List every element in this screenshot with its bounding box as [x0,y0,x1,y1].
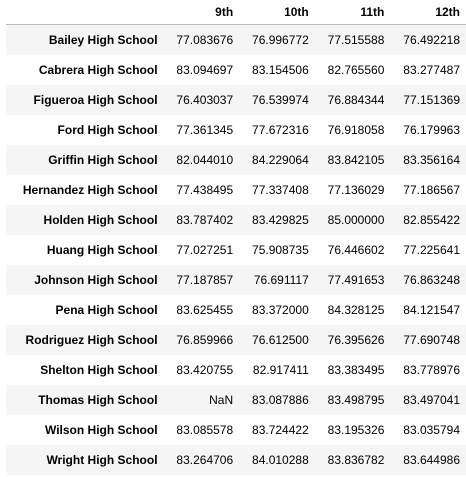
cell-9th: 83.085578 [176,422,234,437]
cell-10th: 83.154506 [252,62,309,77]
header-row: 9th 10th 11th 12th [6,0,466,25]
cell-10th: 84.229064 [252,152,309,167]
column-header-9th: 9th [163,0,240,25]
cell-9th: 83.094697 [176,62,234,77]
cell-11th: 83.195326 [327,422,385,437]
cell-10th: 77.672316 [252,122,309,137]
cell-11th: 83.498795 [327,392,385,407]
cell-12th: 83.644986 [403,452,460,467]
table-row: Ford High School 77.361345 77.672316 76.… [6,115,466,145]
table-row: Cabrera High School 83.094697 83.154506 … [6,55,466,85]
column-header-10th: 10th [239,0,315,25]
cell-12th: 83.778976 [403,362,460,377]
school-name: Bailey High School [48,32,158,47]
cell-11th: 76.446602 [327,242,385,257]
school-name: Cabrera High School [38,62,158,77]
cell-10th: 82.917411 [252,362,309,377]
school-name: Rodriguez High School [25,332,158,347]
cell-10th: 76.996772 [252,32,309,47]
school-name: Ford High School [57,122,158,137]
index-header [6,0,164,25]
cell-10th: 83.429825 [252,212,309,227]
cell-12th: 76.863248 [403,272,460,287]
school-name: Thomas High School [38,392,158,407]
cell-12th: 83.035794 [403,422,460,437]
cell-10th: 84.010288 [252,452,309,467]
school-name: Johnson High School [34,272,158,287]
table-row: Griffin High School 82.044010 84.229064 … [6,144,466,175]
table-row: Figueroa High School 76.403037 76.539974… [6,84,466,115]
school-name: Huang High School [46,242,158,257]
school-name: Wright High School [46,452,158,467]
cell-10th: 83.087886 [252,392,309,407]
cell-12th: 83.497041 [403,392,460,407]
cell-11th: 83.842105 [327,152,385,167]
cell-10th: 76.539974 [252,92,309,107]
cell-12th: 84.121547 [403,302,460,317]
cell-10th: 83.372000 [252,302,309,317]
cell-11th: 84.328125 [327,302,385,317]
school-name: Shelton High School [40,362,158,377]
cell-10th: 75.908735 [252,242,309,257]
cell-11th: 83.836782 [327,452,385,467]
cell-9th: 83.264706 [176,452,234,467]
cell-10th: 76.612500 [252,332,309,347]
cell-9th: 77.083676 [176,32,234,47]
cell-11th: 76.884344 [327,92,385,107]
cell-12th: 77.225641 [403,242,460,257]
table-row: Huang High School 77.027251 75.908735 76… [6,235,466,265]
table-row: Bailey High School 77.083676 76.996772 7… [6,24,466,55]
table-body: Bailey High School 77.083676 76.996772 7… [6,24,466,475]
school-name: Hernandez High School [22,182,158,197]
cell-11th: 76.918058 [327,122,385,137]
table-row: Thomas High School NaN 83.087886 83.4987… [6,384,466,415]
school-name: Figueroa High School [33,92,158,107]
cell-10th: 76.691117 [253,272,309,287]
table-row: Wilson High School 83.085578 83.724422 8… [6,415,466,445]
cell-10th: 77.337408 [252,182,309,197]
cell-12th: 77.690748 [403,332,460,347]
cell-11th: 82.765560 [327,62,385,77]
table-row: Wright High School 83.264706 84.010288 8… [6,444,466,475]
cell-12th: 83.356164 [403,152,460,167]
cell-9th: 77.027251 [176,242,234,257]
table-row: Shelton High School 83.420755 82.917411 … [6,355,466,385]
cell-11th: 77.491653 [327,272,385,287]
cell-9th: 76.403037 [176,92,234,107]
table-header: 9th 10th 11th 12th [6,0,466,25]
cell-11th: 83.383495 [327,362,385,377]
cell-12th: 76.492218 [403,32,460,47]
cell-9th: NaN [209,392,234,407]
cell-9th: 83.625455 [176,302,234,317]
table-row: Holden High School 83.787402 83.429825 8… [6,204,466,235]
cell-11th: 76.395626 [327,332,385,347]
cell-9th: 77.361345 [176,122,234,137]
cell-9th: 77.187857 [176,272,234,287]
cell-11th: 77.515588 [327,32,385,47]
cell-11th: 85.000000 [327,212,385,227]
cell-9th: 83.420755 [176,362,234,377]
school-name: Holden High School [43,212,158,227]
cell-12th: 83.277487 [403,62,460,77]
table-row: Johnson High School 77.187857 76.691117 … [6,264,466,295]
cell-12th: 76.179963 [403,122,460,137]
column-header-12th: 12th [390,0,466,25]
table-row: Hernandez High School 77.438495 77.33740… [6,175,466,205]
table-row: Rodriguez High School 76.859966 76.61250… [6,324,466,355]
cell-9th: 82.044010 [176,152,234,167]
school-name: Pena High School [55,302,158,317]
cell-12th: 82.855422 [403,212,460,227]
scores-by-grade-table: 9th 10th 11th 12th Bailey High School 77… [6,0,466,475]
table-row: Pena High School 83.625455 83.372000 84.… [6,295,466,325]
cell-11th: 77.136029 [327,182,385,197]
school-name: Griffin High School [48,152,158,167]
cell-9th: 83.787402 [176,212,234,227]
cell-10th: 83.724422 [252,422,309,437]
column-header-11th: 11th [314,0,391,25]
cell-9th: 76.859966 [176,332,234,347]
cell-9th: 77.438495 [176,182,234,197]
cell-12th: 77.151369 [403,92,460,107]
school-name: Wilson High School [44,422,158,437]
cell-12th: 77.186567 [403,182,460,197]
